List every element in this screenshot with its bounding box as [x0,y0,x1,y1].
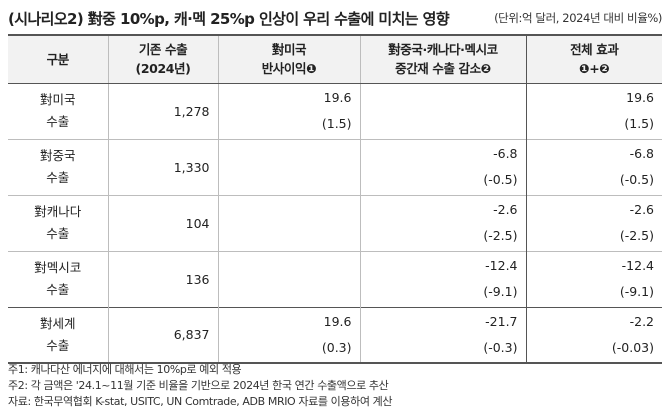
total-effect-cell: -2.6 (-2.5) [525,194,662,251]
row-label: 對미국 수출 [8,82,108,139]
unit-label: (단위:억 달러, 2024년 대비 비율%) [494,11,662,25]
intermediate-decrease-cell: -6.8 (-0.5) [359,138,526,195]
header-us-gain: 對미국 반사이익❶ [217,34,360,84]
table-row: 對중국 수출 1,330 -6.8 (-0.5) -6.8 (-0.5) [8,138,662,195]
table-row-total: 對세계 수출 6,837 19.6 (0.3) -21.7 (-0.3) -2.… [8,306,662,364]
header-base-exports: 기존 수출 (2024년) [107,34,218,84]
row-label: 對멕시코 수출 [8,250,108,307]
base-export-cell: 1,278 [107,82,218,139]
us-gain-cell: 19.6 (1.5) [217,82,360,139]
base-export-cell: 136 [107,250,218,307]
export-impact-table: 구분 기존 수출 (2024년) 對미국 반사이익❶ 對중국·캐나다·멕시코 중… [8,34,662,364]
us-gain-cell: 19.6 (0.3) [217,306,360,364]
us-gain-cell [217,138,360,195]
base-export-cell: 1,330 [107,138,218,195]
us-gain-cell [217,250,360,307]
row-label: 對캐나다 수출 [8,194,108,251]
total-effect-cell: 19.6 (1.5) [525,82,662,139]
table-row: 對캐나다 수출 104 -2.6 (-2.5) -2.6 (-2.5) [8,194,662,251]
intermediate-decrease-cell: -2.6 (-2.5) [359,194,526,251]
header-intermediate-decrease: 對중국·캐나다·멕시코 중간재 수출 감소❷ [359,34,526,84]
row-label: 對중국 수출 [8,138,108,195]
us-gain-cell [217,194,360,251]
source-note: 자료: 한국무역협회 K-stat, USITC, UN Comtrade, A… [8,395,393,408]
total-effect-cell: -6.8 (-0.5) [525,138,662,195]
table-row: 對미국 수출 1,278 19.6 (1.5) 19.6 (1.5) [8,82,662,139]
footnote-1: 주1: 캐나다산 에너지에 대해서는 10%p로 예외 적용 [8,363,242,376]
total-effect-cell: -2.2 (-0.03) [525,306,662,364]
footnotes: 주1: 캐나다산 에너지에 대해서는 10%p로 예외 적용 주2: 각 금액은… [8,362,662,410]
intermediate-decrease-cell: -21.7 (-0.3) [359,306,526,364]
table-row: 對멕시코 수출 136 -12.4 (-9.1) -12.4 (-9.1) [8,250,662,307]
table-title: (시나리오2) 對중 10%p, 캐·멕 25%p 인상이 우리 수출에 미치는… [8,9,450,28]
row-label: 對세계 수출 [8,306,108,364]
header-row: 구분 기존 수출 (2024년) 對미국 반사이익❶ 對중국·캐나다·멕시코 중… [8,34,662,84]
base-export-cell: 6,837 [107,306,218,364]
footnote-2: 주2: 각 금액은 '24.1~11월 기준 비율을 기반으로 2024년 한국… [8,379,389,392]
base-export-cell: 104 [107,194,218,251]
total-effect-cell: -12.4 (-9.1) [525,250,662,307]
intermediate-decrease-cell: -12.4 (-9.1) [359,250,526,307]
header-category: 구분 [8,34,108,84]
intermediate-decrease-cell [359,82,526,139]
header-total-effect: 전체 효과 ❶+❷ [525,34,662,84]
title-row: (시나리오2) 對중 10%p, 캐·멕 25%p 인상이 우리 수출에 미치는… [8,4,662,32]
